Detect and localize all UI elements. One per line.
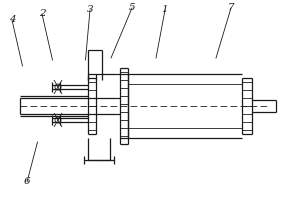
Text: 6: 6 xyxy=(24,178,30,186)
Text: 1: 1 xyxy=(162,5,168,15)
Text: 7: 7 xyxy=(228,3,234,12)
Text: 2: 2 xyxy=(39,9,45,19)
Text: 3: 3 xyxy=(87,5,93,15)
Text: 4: 4 xyxy=(9,16,15,24)
Text: 5: 5 xyxy=(129,3,135,12)
